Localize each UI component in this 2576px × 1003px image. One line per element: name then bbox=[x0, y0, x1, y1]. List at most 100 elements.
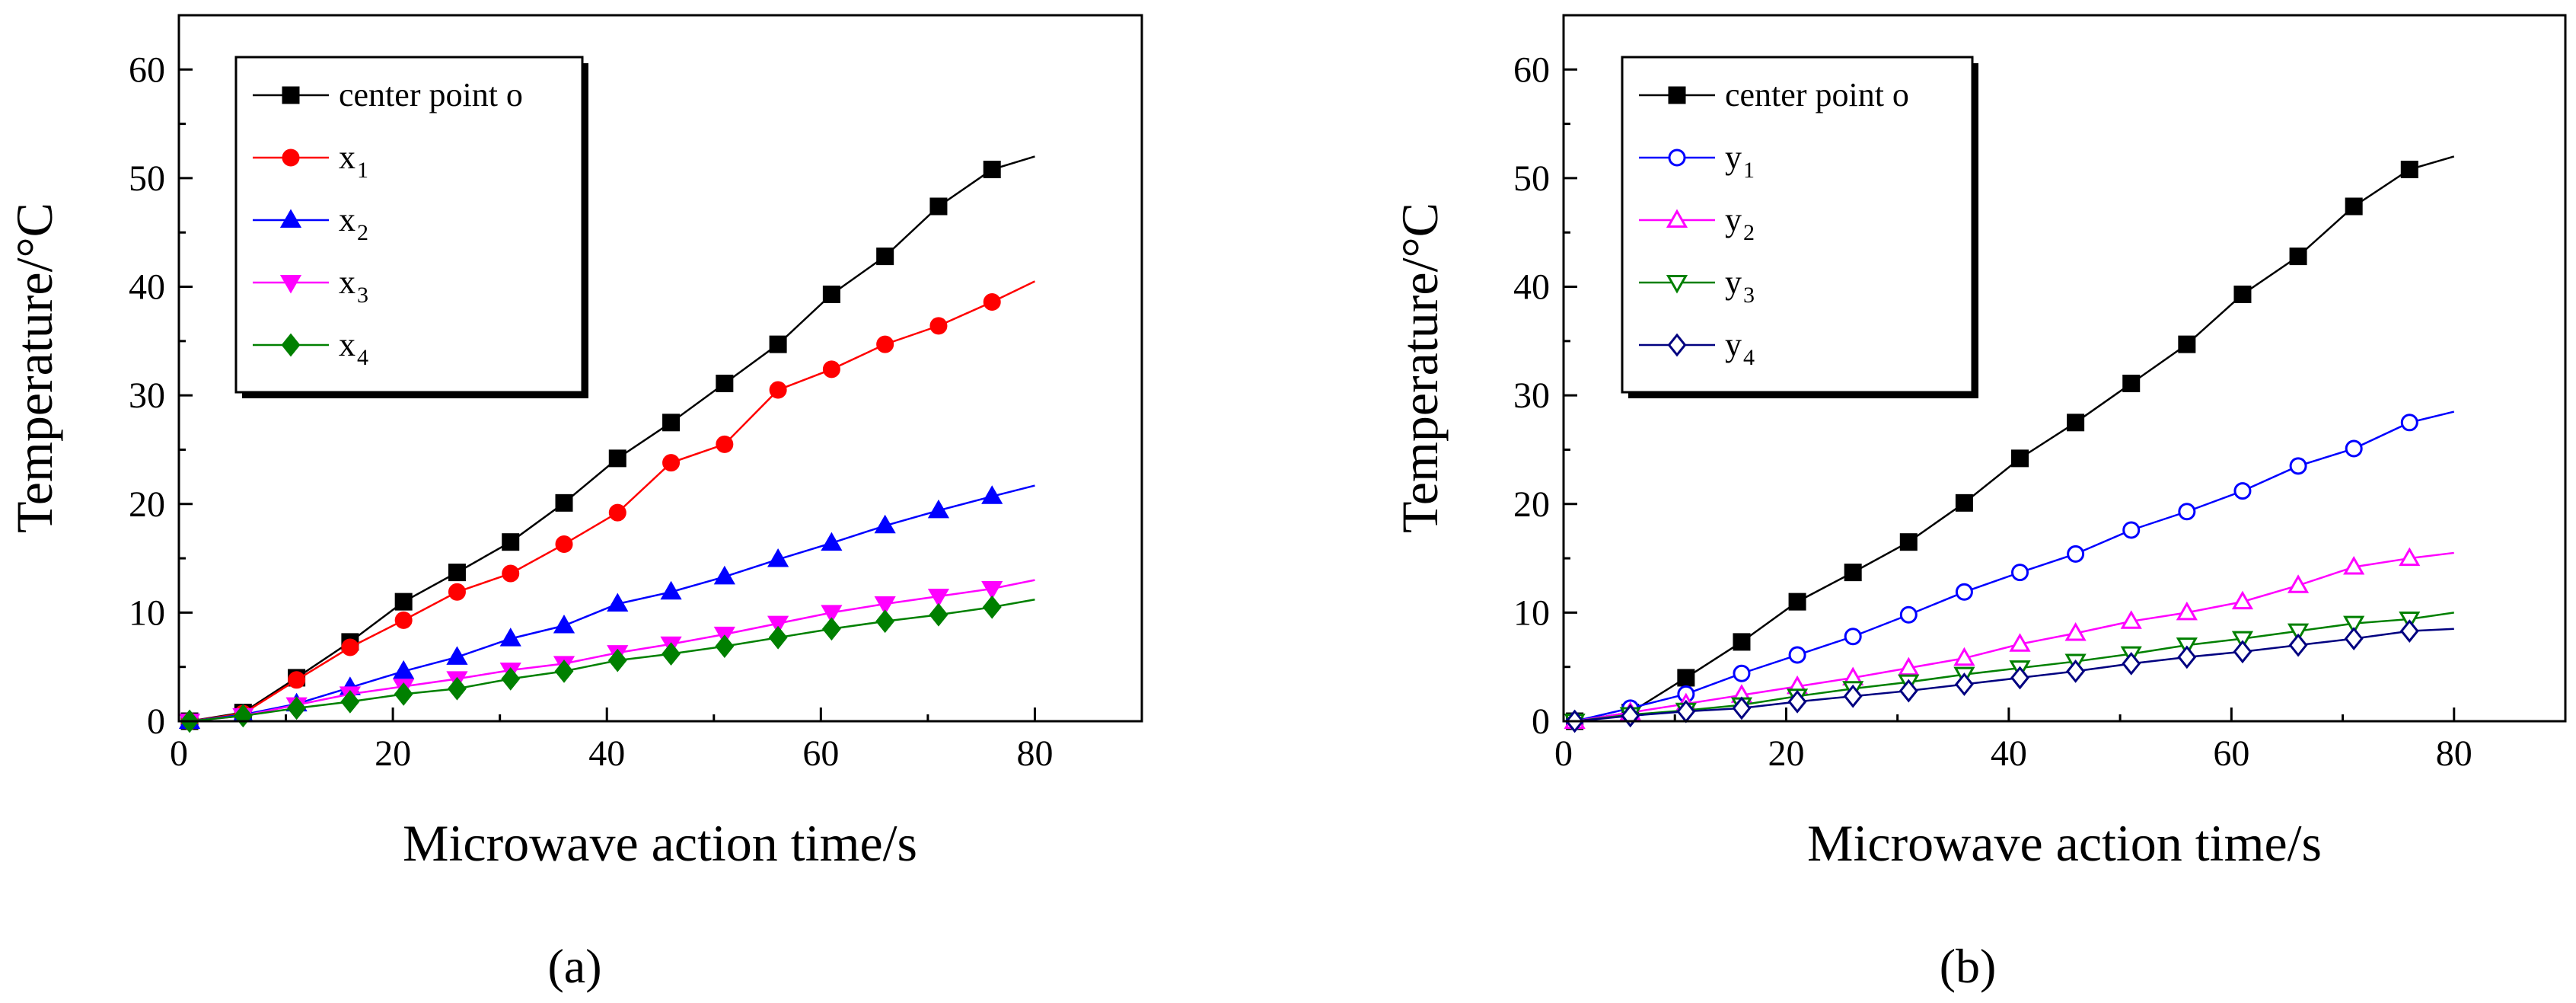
data-point-center-point-o-a bbox=[876, 248, 894, 266]
legend-label-b: y2 bbox=[1725, 201, 1755, 245]
data-point-center-point-o-b bbox=[1788, 593, 1806, 611]
data-point-x4-a bbox=[875, 609, 895, 634]
y-tick-label-b: 40 bbox=[1513, 267, 1550, 308]
y-tick-label-b: 30 bbox=[1513, 375, 1550, 416]
legend-marker-b bbox=[1666, 209, 1688, 228]
data-point-y2-b bbox=[2009, 633, 2031, 652]
data-point-x1-a bbox=[555, 535, 573, 554]
data-point-center-point-o-a bbox=[769, 335, 787, 353]
legend-label-a: x4 bbox=[339, 326, 368, 370]
x-tick-label-b: 0 bbox=[1554, 733, 1573, 774]
data-point-x4-a bbox=[768, 625, 788, 650]
data-point-x2-a bbox=[981, 485, 1003, 504]
data-point-x1-a bbox=[716, 435, 734, 453]
axis-ticks-a: 0 20 40 60 80 0 10 20 30 40 50 60 bbox=[129, 14, 1143, 774]
legend-label-b: y1 bbox=[1725, 139, 1755, 183]
data-point-x1-a bbox=[822, 360, 840, 379]
data-point-center-point-o-a bbox=[929, 197, 948, 216]
data-point-y3-b bbox=[2343, 615, 2365, 635]
y-tick-label-a: 40 bbox=[129, 267, 165, 308]
legend-a: center point o x1 x2 x3 x4 bbox=[234, 56, 588, 398]
legend-marker-b bbox=[1667, 333, 1687, 357]
data-point-y2-b bbox=[2343, 555, 2365, 575]
data-point-y1-b bbox=[2011, 564, 2029, 582]
data-point-x3-a bbox=[767, 615, 789, 635]
data-point-y4-b bbox=[2122, 652, 2141, 676]
data-point-x1-a bbox=[929, 317, 948, 335]
data-point-y1-b bbox=[1844, 628, 1862, 646]
data-point-x4-a bbox=[715, 634, 735, 658]
data-point-center-point-o-a bbox=[608, 449, 626, 468]
data-point-y2-b bbox=[2399, 547, 2421, 567]
data-point-y1-b bbox=[2122, 521, 2141, 539]
data-point-y2-b bbox=[1953, 647, 1975, 666]
data-point-x1-a bbox=[502, 564, 520, 583]
panel-label-a: (a) bbox=[547, 939, 601, 993]
panel-label-b: (b) bbox=[1940, 939, 1997, 993]
y-tick-label-b: 60 bbox=[1513, 50, 1550, 90]
legend-marker-a bbox=[279, 209, 302, 228]
legend-label-b: y3 bbox=[1725, 264, 1755, 308]
legend-b: center point o y1 y2 y3 y4 bbox=[1621, 56, 1978, 398]
data-point-y1-b bbox=[1955, 583, 1973, 601]
data-point-y1-b bbox=[2289, 457, 2307, 475]
y-axis-title-b: Temperature/°C bbox=[1391, 203, 1449, 533]
legend-marker-a bbox=[282, 149, 300, 167]
data-point-x4-a bbox=[554, 660, 574, 683]
data-point-y1-b bbox=[2400, 414, 2418, 432]
data-point-y4-b bbox=[1954, 672, 1974, 696]
data-point-center-point-o-b bbox=[2289, 248, 2307, 266]
legend-marker-b bbox=[1668, 86, 1686, 104]
legend-marker-a bbox=[281, 333, 301, 357]
plot-marks-b bbox=[1564, 155, 2455, 733]
plot-marks-a bbox=[178, 155, 1035, 733]
data-point-x1-a bbox=[876, 335, 894, 353]
data-point-y1-b bbox=[1733, 664, 1751, 682]
y-tick-label-a: 30 bbox=[129, 375, 165, 416]
data-point-x4-a bbox=[287, 696, 307, 720]
y-tick-label-b: 20 bbox=[1513, 484, 1550, 525]
y-tick-label-a: 0 bbox=[147, 701, 165, 742]
panel-a: 0 20 40 60 80 0 10 20 30 40 50 60 Microwave action … bbox=[5, 14, 1143, 993]
data-point-x1-a bbox=[341, 638, 359, 656]
x-tick-label-a: 0 bbox=[170, 733, 188, 774]
data-point-y4-b bbox=[2066, 660, 2086, 683]
data-point-y4-b bbox=[2010, 666, 2029, 690]
data-point-center-point-o-b bbox=[2067, 414, 2085, 432]
data-point-center-point-o-a bbox=[716, 374, 734, 392]
data-point-y3-b bbox=[2287, 623, 2310, 643]
data-point-x1-a bbox=[288, 671, 306, 689]
y-axis-title-a: Temperature/°C bbox=[5, 203, 63, 533]
legend-marker-b bbox=[1668, 149, 1686, 167]
data-point-y2-b bbox=[1898, 656, 1920, 676]
x-axis-title-a: Microwave action time/s bbox=[403, 814, 917, 872]
data-point-x4-a bbox=[501, 666, 521, 691]
data-point-center-point-o-b bbox=[2011, 449, 2029, 468]
data-point-y1-b bbox=[2067, 545, 2085, 563]
axis-ticks-b: 0 20 40 60 80 0 10 20 30 40 50 60 bbox=[1513, 14, 2567, 774]
data-point-center-point-o-a bbox=[555, 494, 573, 512]
data-point-x2-a bbox=[499, 628, 521, 647]
x-tick-label-a: 20 bbox=[375, 733, 411, 774]
data-point-x1-a bbox=[608, 503, 626, 522]
y-tick-label-b: 10 bbox=[1513, 593, 1550, 633]
data-point-center-point-o-b bbox=[2178, 335, 2196, 353]
data-point-x3-a bbox=[981, 581, 1003, 600]
data-point-y4-b bbox=[2177, 645, 2197, 669]
data-point-y1-b bbox=[2345, 439, 2363, 458]
data-point-center-point-o-a bbox=[448, 564, 466, 582]
plot-frame-a bbox=[177, 14, 1143, 723]
data-point-x3-a bbox=[927, 588, 950, 608]
data-point-x1-a bbox=[769, 381, 787, 399]
data-point-x2-a bbox=[927, 499, 950, 519]
data-point-y4-b bbox=[2288, 633, 2308, 657]
data-point-x3-a bbox=[821, 605, 843, 624]
data-point-x2-a bbox=[821, 532, 843, 551]
x-tick-label-b: 80 bbox=[2436, 733, 2472, 774]
data-point-y4-b bbox=[2344, 627, 2364, 650]
data-point-y1-b bbox=[2178, 503, 2196, 521]
x-tick-label-b: 20 bbox=[1768, 733, 1804, 774]
legend-label-a: x2 bbox=[339, 201, 368, 245]
legend-label-b: y4 bbox=[1725, 326, 1755, 370]
